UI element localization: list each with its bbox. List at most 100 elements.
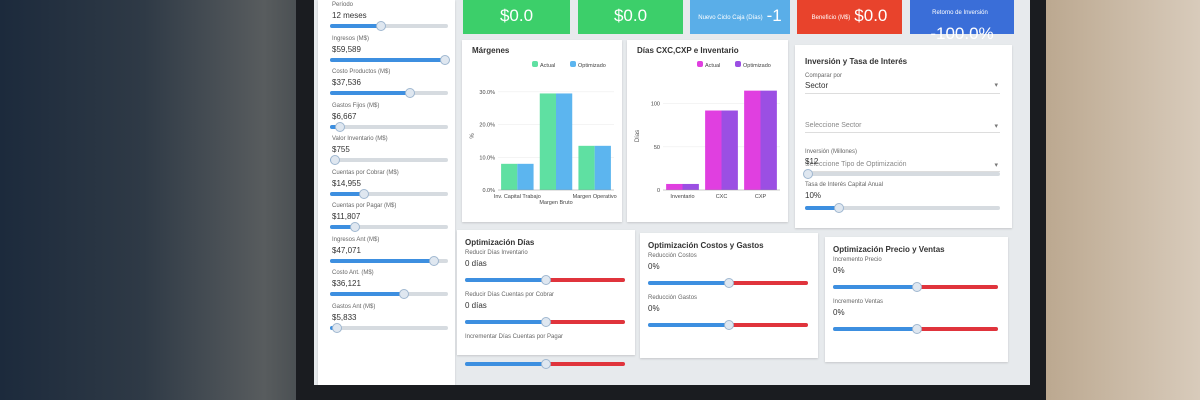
slider-label: Ingresos (M$) xyxy=(332,35,370,42)
slider-knob xyxy=(359,188,370,199)
chart-title: Días CXC,CXP e Inventario xyxy=(637,46,739,55)
slider-label: Costo Productos (M$) xyxy=(332,69,391,75)
slider-value: 10% xyxy=(805,191,822,200)
slider-value: $6,667 xyxy=(332,111,357,121)
slider-label: Cuentas por Pagar (M$) xyxy=(332,203,397,209)
slider-label: Inversión (Millones) xyxy=(805,149,858,155)
panel-title: Optimización Precio y Ventas xyxy=(833,245,945,254)
slider-label: Incremento Precio xyxy=(833,257,882,263)
dropdown[interactable]: Seleccione Sector xyxy=(805,122,1000,133)
legend-swatch xyxy=(570,61,576,67)
slider[interactable] xyxy=(330,289,448,299)
legend-swatch xyxy=(532,61,538,67)
slider-knob xyxy=(541,317,551,327)
slider-value: $14,955 xyxy=(332,178,361,188)
kpi-value: $0.0 xyxy=(613,6,648,25)
bar xyxy=(556,93,573,190)
slider-track xyxy=(648,320,808,330)
slider[interactable] xyxy=(330,88,448,98)
slider-track xyxy=(330,54,451,65)
slider[interactable] xyxy=(802,169,1000,179)
panel-title: Inversión y Tasa de Interés xyxy=(805,57,908,66)
y-tick-label: 0.0% xyxy=(482,188,495,194)
slider-value: 0 días xyxy=(465,301,487,310)
panel-title: Optimización Días xyxy=(465,238,535,247)
slider[interactable] xyxy=(833,282,998,292)
slider-fill xyxy=(648,281,728,285)
slider-knob xyxy=(428,255,439,266)
slider-value: 12 meses xyxy=(332,11,367,20)
slider-rest xyxy=(545,278,625,282)
bar xyxy=(517,163,534,190)
y-tick-label: 0 xyxy=(657,188,660,194)
slider-knob xyxy=(405,88,416,98)
slider[interactable] xyxy=(330,121,448,132)
slider[interactable] xyxy=(648,278,808,288)
slider-rest xyxy=(728,281,808,285)
bar xyxy=(666,183,683,190)
slider-knob xyxy=(724,278,734,288)
slider[interactable] xyxy=(465,359,625,369)
slider-knob xyxy=(329,155,340,165)
slider-knob xyxy=(331,322,342,333)
slider-value: 0 días xyxy=(465,259,487,268)
slider-rest xyxy=(915,285,998,289)
slider-fill xyxy=(833,327,916,331)
slider-label: Reducir Días Cuentas por Cobrar xyxy=(465,292,555,298)
slider-label: Costo Ant. (M$) xyxy=(332,270,374,276)
x-tick-label: CXP xyxy=(755,194,767,200)
slider-label: Gastos Fijos (M$) xyxy=(332,102,380,109)
slider[interactable] xyxy=(648,320,808,330)
slider[interactable] xyxy=(805,203,1000,213)
slider-label: Reducción Costos xyxy=(648,253,697,259)
slider-value: $755 xyxy=(332,145,350,154)
bar xyxy=(539,93,556,190)
slider-track xyxy=(465,317,625,327)
x-tick-label: Margen Bruto xyxy=(539,200,572,206)
kpi-card: $0.0 xyxy=(578,0,683,34)
slider[interactable] xyxy=(330,188,448,199)
optimization-panel: Optimización Precio y Ventas Incremento P… xyxy=(825,237,1008,362)
kpi-card: Beneficio (M$) $0.0 xyxy=(797,0,902,34)
slider[interactable] xyxy=(330,21,448,31)
slider-label: Tasa de Interés Capital Anual xyxy=(805,182,884,188)
kpi-value: -100.0% xyxy=(930,24,994,43)
slider-knob xyxy=(911,282,922,292)
kpi-label: Beneficio (M$) xyxy=(811,14,851,21)
slider-knob xyxy=(911,324,922,334)
dropdown[interactable]: Sector xyxy=(805,81,1000,94)
slider[interactable] xyxy=(465,317,625,327)
y-tick-label: 50 xyxy=(654,145,660,151)
bar xyxy=(744,90,761,190)
slider-knob xyxy=(541,359,551,369)
slider-value: $5,833 xyxy=(332,312,357,322)
slider-rest xyxy=(545,320,625,324)
slider-fill xyxy=(330,124,340,129)
slider-fill xyxy=(330,292,404,296)
dashboard-screen: Período 12 meses Ingresos (M$) $59,589 Costo… xyxy=(314,0,1030,385)
chart: Márgenes Actual Optimizado% 0.0% 10.0% 20.0% 3… xyxy=(470,46,617,206)
bar xyxy=(705,110,722,190)
slider[interactable] xyxy=(330,222,448,232)
slider-track xyxy=(833,324,998,334)
slider-track xyxy=(465,275,625,285)
bar xyxy=(594,145,611,190)
chart-card: Días CXC,CXP e Inventario Actual Optimizad… xyxy=(627,40,788,222)
slider[interactable] xyxy=(833,324,998,334)
slider-track xyxy=(330,121,448,132)
kpi-label: Retorno de Inversión xyxy=(932,10,988,17)
slider-track xyxy=(330,21,448,31)
slider-fill xyxy=(330,91,410,95)
slider-value: $47,071 xyxy=(332,245,361,255)
slider-value: $11,807 xyxy=(332,212,361,221)
x-tick-label: Inv. Capital Trabajo xyxy=(494,194,541,200)
slider[interactable] xyxy=(465,275,625,285)
slider-fill xyxy=(648,323,728,327)
slider[interactable] xyxy=(330,322,448,333)
dropdown[interactable]: Seleccione Tipo de Optimización xyxy=(805,161,1000,172)
slider-value: 0% xyxy=(648,262,660,271)
slider[interactable] xyxy=(329,155,448,165)
slider[interactable] xyxy=(330,255,448,266)
slider[interactable] xyxy=(330,54,451,65)
